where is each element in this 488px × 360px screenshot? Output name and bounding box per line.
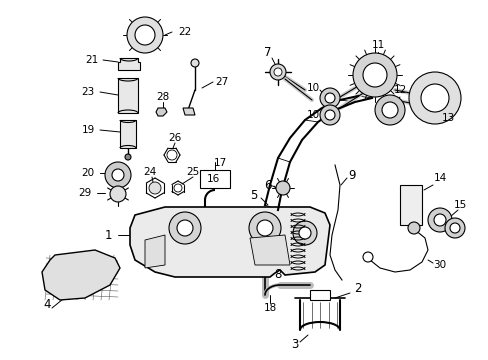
Text: 7: 7 xyxy=(264,45,271,59)
Text: 23: 23 xyxy=(81,87,95,97)
Circle shape xyxy=(273,68,282,76)
Circle shape xyxy=(177,220,193,236)
Text: 15: 15 xyxy=(452,200,466,210)
Text: 10: 10 xyxy=(306,110,319,120)
Circle shape xyxy=(248,212,281,244)
Circle shape xyxy=(362,63,386,87)
Circle shape xyxy=(444,218,464,238)
Circle shape xyxy=(420,84,448,112)
Circle shape xyxy=(112,169,124,181)
Text: 6: 6 xyxy=(264,179,271,192)
Circle shape xyxy=(125,154,131,160)
Circle shape xyxy=(325,110,334,120)
Text: 18: 18 xyxy=(263,303,276,313)
Text: 10: 10 xyxy=(306,83,319,93)
Polygon shape xyxy=(118,58,140,70)
Text: 20: 20 xyxy=(81,168,94,178)
Circle shape xyxy=(426,90,442,106)
Text: 30: 30 xyxy=(432,260,446,270)
Text: 25: 25 xyxy=(186,167,199,177)
Text: 5: 5 xyxy=(250,189,257,202)
Text: 13: 13 xyxy=(441,113,454,123)
Text: 12: 12 xyxy=(392,85,406,95)
Text: 22: 22 xyxy=(178,27,191,37)
Polygon shape xyxy=(183,108,195,115)
Circle shape xyxy=(110,186,126,202)
Bar xyxy=(120,120,136,148)
Text: 14: 14 xyxy=(432,173,446,183)
Bar xyxy=(309,290,329,300)
Text: 19: 19 xyxy=(81,125,95,135)
Circle shape xyxy=(135,25,155,45)
Circle shape xyxy=(319,105,339,125)
Circle shape xyxy=(167,150,177,160)
Circle shape xyxy=(127,17,163,53)
Polygon shape xyxy=(130,207,329,277)
Text: 8: 8 xyxy=(274,269,281,282)
Circle shape xyxy=(105,162,131,188)
Circle shape xyxy=(374,95,404,125)
Circle shape xyxy=(174,184,182,192)
Polygon shape xyxy=(145,235,164,268)
Text: 28: 28 xyxy=(156,92,169,102)
Text: 17: 17 xyxy=(213,158,226,168)
Text: 1: 1 xyxy=(104,229,112,242)
Text: 29: 29 xyxy=(78,188,91,198)
Circle shape xyxy=(292,221,316,245)
Bar xyxy=(118,78,138,113)
Circle shape xyxy=(433,214,445,226)
Circle shape xyxy=(191,59,199,67)
Text: 4: 4 xyxy=(43,298,51,311)
Text: 3: 3 xyxy=(291,338,298,351)
Circle shape xyxy=(298,227,310,239)
Circle shape xyxy=(427,208,451,232)
Circle shape xyxy=(352,53,396,97)
Circle shape xyxy=(362,252,372,262)
Bar xyxy=(399,185,421,225)
Text: 26: 26 xyxy=(168,133,181,143)
Circle shape xyxy=(449,223,459,233)
Polygon shape xyxy=(249,235,289,265)
Polygon shape xyxy=(156,108,167,116)
Polygon shape xyxy=(42,250,120,300)
Circle shape xyxy=(269,64,285,80)
Text: 2: 2 xyxy=(353,282,361,294)
Text: 24: 24 xyxy=(143,167,156,177)
Circle shape xyxy=(408,72,460,124)
Bar xyxy=(200,170,229,188)
Circle shape xyxy=(319,88,339,108)
Text: 16: 16 xyxy=(206,174,219,184)
Circle shape xyxy=(325,93,334,103)
Text: 9: 9 xyxy=(347,168,355,181)
Circle shape xyxy=(149,182,161,194)
Circle shape xyxy=(275,181,289,195)
Text: 11: 11 xyxy=(370,40,384,50)
Circle shape xyxy=(257,220,272,236)
Text: 27: 27 xyxy=(215,77,228,87)
Circle shape xyxy=(169,212,201,244)
Circle shape xyxy=(407,222,419,234)
Circle shape xyxy=(381,102,397,118)
Text: 21: 21 xyxy=(85,55,99,65)
